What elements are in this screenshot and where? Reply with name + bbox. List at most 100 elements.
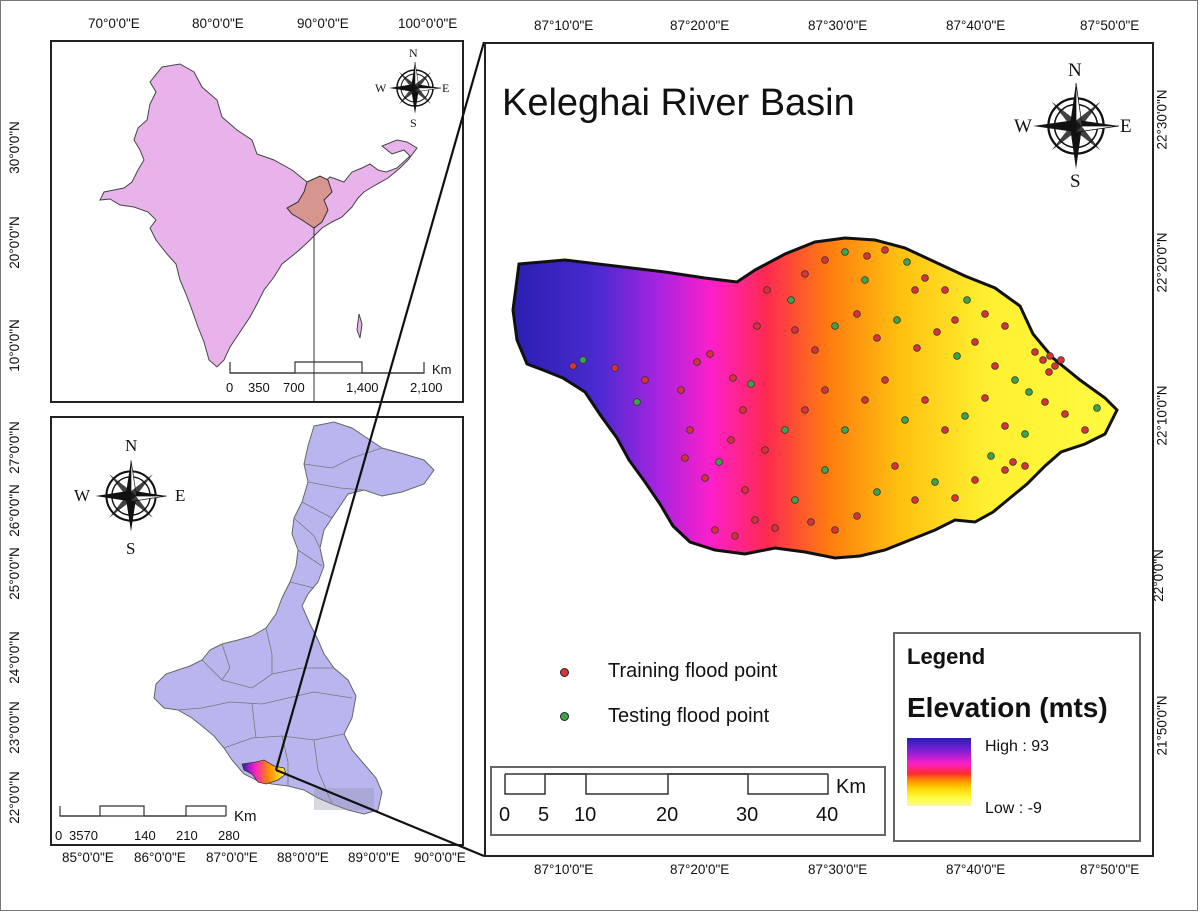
main-bottom-tick: 87°30'0"E <box>808 862 868 877</box>
training-flood-point <box>711 526 719 534</box>
training-flood-point <box>731 532 739 540</box>
training-flood-point <box>693 358 701 366</box>
andaman-islands <box>356 313 363 339</box>
legend-low-label: Low : -9 <box>985 800 1042 817</box>
testing-flood-point <box>1093 404 1101 412</box>
wb-scale-label: 210 <box>176 828 198 843</box>
training-flood-point <box>1001 466 1009 474</box>
training-flood-point <box>941 426 949 434</box>
india-scale-label: 700 <box>283 380 305 395</box>
training-flood-point <box>1021 462 1029 470</box>
testing-flood-point <box>715 458 723 466</box>
district-boundaries <box>177 447 383 805</box>
training-flood-point <box>761 446 769 454</box>
training-flood-point <box>739 406 747 414</box>
testing-flood-point <box>791 496 799 504</box>
training-flood-point <box>981 394 989 402</box>
training-flood-point <box>1041 398 1049 406</box>
testing-flood-point <box>873 488 881 496</box>
basin-outline <box>511 236 1119 560</box>
main-right-tick: 22°20'0"N <box>1154 232 1170 293</box>
main-top-tick: 87°20'0"E <box>670 18 730 33</box>
training-flood-point <box>811 346 819 354</box>
training-flood-point <box>831 526 839 534</box>
training-flood-point <box>1009 458 1017 466</box>
main-scale-label: 40 <box>816 804 839 826</box>
testing-flood-point <box>1011 376 1019 384</box>
legend-title: Legend <box>907 644 986 669</box>
training-flood-point <box>753 322 761 330</box>
testing-flood-point <box>787 296 795 304</box>
training-flood-point <box>771 524 779 532</box>
testing-flood-point <box>821 466 829 474</box>
elevation-legend: Legend Elevation (mts) High : 93 Low : -… <box>893 632 1141 842</box>
training-flood-point <box>1001 422 1009 430</box>
training-flood-point <box>729 374 737 382</box>
training-flood-point <box>751 516 759 524</box>
testing-flood-point <box>1025 388 1033 396</box>
main-compass-e: E <box>1120 116 1132 137</box>
legend-subtitle: Elevation (mts) <box>907 692 1108 723</box>
training-legend-marker <box>560 668 569 677</box>
elevation-color-ramp <box>907 738 971 806</box>
training-flood-point <box>569 362 577 370</box>
training-flood-point <box>911 286 919 294</box>
india-top-tick: 90°0'0"E <box>297 16 349 31</box>
wb-compass-icon <box>95 460 167 532</box>
testing-legend-marker <box>560 712 569 721</box>
main-top-tick: 87°10'0"E <box>534 18 594 33</box>
testing-flood-point <box>961 412 969 420</box>
main-compass-w: W <box>1014 116 1032 137</box>
main-compass-s: S <box>1070 171 1081 192</box>
training-flood-point <box>941 286 949 294</box>
testing-flood-point <box>987 452 995 460</box>
training-flood-point <box>951 316 959 324</box>
wb-bottom-tick: 86°0'0"E <box>134 850 186 865</box>
training-flood-point <box>1057 356 1065 364</box>
training-flood-point <box>861 396 869 404</box>
main-top-tick: 87°50'0"E <box>1080 18 1140 33</box>
training-flood-point <box>921 274 929 282</box>
keleghai-basin-locator <box>241 759 287 785</box>
india-scale-label: 2,100 <box>410 380 443 395</box>
main-scale-label: 20 <box>656 804 679 826</box>
india-compass-icon <box>389 61 442 114</box>
training-flood-point <box>763 286 771 294</box>
training-flood-point <box>1081 426 1089 434</box>
training-flood-point <box>1039 356 1047 364</box>
training-flood-point <box>681 454 689 462</box>
wb-bottom-tick: 89°0'0"E <box>348 850 400 865</box>
india-outline <box>99 63 418 368</box>
testing-flood-point <box>841 248 849 256</box>
main-right-tick: 21°50'0"N <box>1154 695 1170 756</box>
wb-compass-e: E <box>175 486 186 505</box>
training-flood-point <box>881 376 889 384</box>
india-scale-unit: Km <box>432 362 452 377</box>
training-flood-point <box>801 406 809 414</box>
testing-legend-label: Testing flood point <box>608 705 770 727</box>
testing-flood-point <box>893 316 901 324</box>
main-scale-label: 10 <box>574 804 597 826</box>
training-flood-point <box>991 362 999 370</box>
india-compass-e: E <box>442 81 450 95</box>
training-flood-point <box>913 344 921 352</box>
testing-flood-point <box>1021 430 1029 438</box>
training-flood-point <box>1051 362 1059 370</box>
training-flood-point <box>791 326 799 334</box>
main-scalebar-box <box>490 766 886 836</box>
main-scalebar <box>504 773 829 795</box>
testing-flood-point <box>633 398 641 406</box>
main-bottom-tick: 87°10'0"E <box>534 862 594 877</box>
west-bengal-highlight <box>286 175 333 229</box>
training-flood-point <box>951 494 959 502</box>
india-compass-w: W <box>375 81 387 95</box>
training-flood-point <box>821 386 829 394</box>
main-scale-label: 30 <box>736 804 759 826</box>
testing-flood-point <box>747 380 755 388</box>
testing-flood-point <box>903 258 911 266</box>
wb-bottom-tick: 87°0'0"E <box>206 850 258 865</box>
training-flood-point <box>686 426 694 434</box>
wb-bottom-tick: 90°0'0"E <box>414 850 466 865</box>
testing-flood-point <box>781 426 789 434</box>
